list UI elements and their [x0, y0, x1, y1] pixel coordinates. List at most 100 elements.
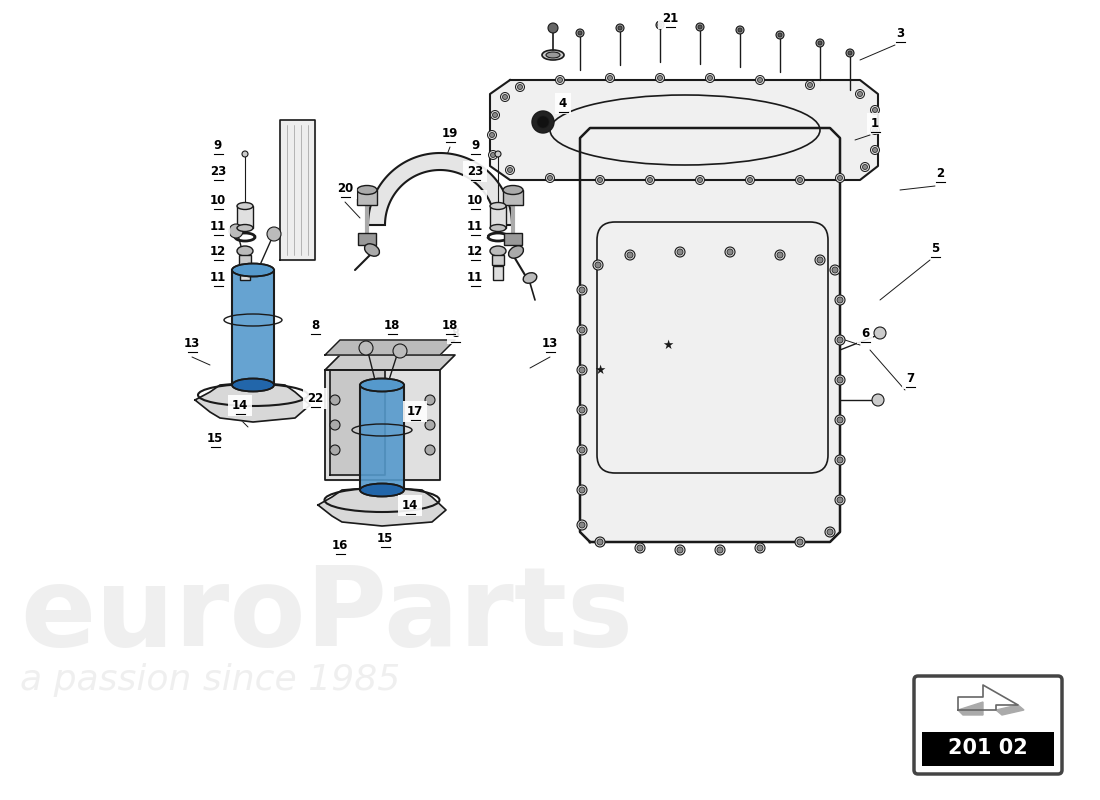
- Text: 19: 19: [442, 127, 459, 140]
- Text: 9: 9: [213, 139, 222, 152]
- Circle shape: [607, 75, 613, 81]
- Circle shape: [595, 537, 605, 547]
- Bar: [490, 206, 506, 228]
- Circle shape: [267, 227, 280, 241]
- Circle shape: [578, 31, 582, 35]
- Ellipse shape: [236, 225, 253, 231]
- Circle shape: [579, 447, 585, 453]
- Text: 15: 15: [207, 432, 223, 445]
- Text: 1: 1: [871, 117, 879, 130]
- Circle shape: [425, 395, 435, 405]
- Circle shape: [830, 265, 840, 275]
- Bar: [358, 233, 376, 245]
- Circle shape: [646, 175, 654, 185]
- Circle shape: [777, 252, 783, 258]
- Circle shape: [537, 116, 549, 128]
- Bar: [360, 385, 404, 490]
- Circle shape: [618, 26, 621, 30]
- Circle shape: [698, 25, 702, 29]
- Ellipse shape: [524, 273, 537, 283]
- Circle shape: [872, 127, 878, 133]
- Circle shape: [715, 545, 725, 555]
- Circle shape: [805, 81, 814, 90]
- Circle shape: [635, 543, 645, 553]
- Ellipse shape: [360, 378, 404, 391]
- Text: 6: 6: [861, 327, 869, 340]
- Text: 9: 9: [471, 139, 480, 152]
- Circle shape: [491, 110, 499, 119]
- Circle shape: [837, 497, 843, 503]
- Text: 22: 22: [307, 392, 323, 405]
- Text: 11: 11: [210, 271, 227, 284]
- Circle shape: [755, 543, 764, 553]
- Text: 10: 10: [466, 194, 483, 207]
- Circle shape: [576, 29, 584, 37]
- Text: 16: 16: [332, 539, 349, 552]
- Ellipse shape: [364, 244, 380, 256]
- Text: 12: 12: [210, 245, 227, 258]
- Circle shape: [798, 539, 803, 545]
- Circle shape: [507, 167, 513, 173]
- Bar: [922, 732, 1054, 766]
- Circle shape: [825, 527, 835, 537]
- Circle shape: [758, 78, 762, 82]
- Text: 3: 3: [895, 27, 904, 40]
- Circle shape: [593, 260, 603, 270]
- Circle shape: [707, 75, 713, 81]
- FancyBboxPatch shape: [914, 676, 1062, 774]
- Circle shape: [656, 74, 664, 82]
- Circle shape: [848, 51, 852, 55]
- Circle shape: [658, 75, 662, 81]
- Text: 11: 11: [466, 220, 483, 233]
- Circle shape: [697, 178, 703, 182]
- Circle shape: [815, 255, 825, 265]
- Circle shape: [578, 520, 587, 530]
- Circle shape: [872, 147, 878, 153]
- Circle shape: [578, 285, 587, 295]
- Circle shape: [725, 247, 735, 257]
- Polygon shape: [324, 370, 440, 480]
- Text: ★: ★: [594, 363, 606, 377]
- Bar: [239, 255, 251, 265]
- Circle shape: [835, 295, 845, 305]
- Circle shape: [717, 547, 723, 553]
- Text: 7: 7: [906, 372, 914, 385]
- Circle shape: [330, 420, 340, 430]
- Polygon shape: [368, 153, 512, 225]
- Circle shape: [676, 547, 683, 553]
- Polygon shape: [324, 355, 455, 370]
- Circle shape: [579, 287, 585, 293]
- Circle shape: [816, 39, 824, 47]
- Polygon shape: [330, 370, 385, 475]
- Text: 5: 5: [931, 242, 939, 255]
- Ellipse shape: [490, 202, 506, 210]
- Circle shape: [837, 175, 843, 181]
- Circle shape: [835, 415, 845, 425]
- Circle shape: [818, 41, 822, 45]
- Circle shape: [556, 75, 564, 85]
- Circle shape: [490, 133, 495, 138]
- Ellipse shape: [360, 483, 404, 497]
- Circle shape: [595, 175, 605, 185]
- Text: 4: 4: [559, 97, 568, 110]
- Circle shape: [676, 249, 683, 255]
- Circle shape: [756, 75, 764, 85]
- Circle shape: [579, 367, 585, 373]
- Bar: [240, 266, 250, 280]
- Circle shape: [578, 445, 587, 455]
- Circle shape: [696, 23, 704, 31]
- Polygon shape: [318, 487, 446, 526]
- Circle shape: [579, 487, 585, 493]
- Circle shape: [835, 375, 845, 385]
- Circle shape: [835, 335, 845, 345]
- Text: 201 02: 201 02: [948, 738, 1027, 758]
- Circle shape: [778, 33, 782, 37]
- Circle shape: [846, 49, 854, 57]
- Text: 14: 14: [402, 499, 418, 512]
- Circle shape: [870, 146, 880, 154]
- Circle shape: [500, 93, 509, 102]
- Circle shape: [425, 445, 435, 455]
- Polygon shape: [958, 702, 983, 715]
- Circle shape: [503, 94, 507, 99]
- Circle shape: [658, 23, 662, 27]
